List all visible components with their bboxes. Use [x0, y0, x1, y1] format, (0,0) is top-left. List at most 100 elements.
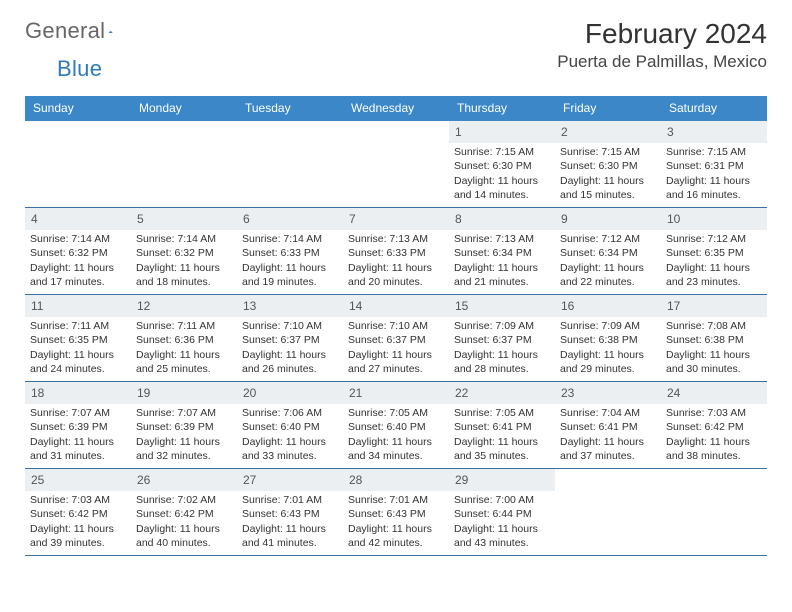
daylight-text: Daylight: 11 hours and 30 minutes. — [666, 348, 762, 376]
sunrise-text: Sunrise: 7:08 AM — [666, 319, 762, 333]
daylight-text: Daylight: 11 hours and 37 minutes. — [560, 435, 656, 463]
calendar-cell: 6Sunrise: 7:14 AMSunset: 6:33 PMDaylight… — [237, 208, 343, 294]
calendar-cell: 7Sunrise: 7:13 AMSunset: 6:33 PMDaylight… — [343, 208, 449, 294]
daylight-text: Daylight: 11 hours and 15 minutes. — [560, 174, 656, 202]
day-number — [555, 469, 661, 491]
day-body: Sunrise: 7:12 AMSunset: 6:35 PMDaylight:… — [661, 232, 767, 293]
calendar-cell: 19Sunrise: 7:07 AMSunset: 6:39 PMDayligh… — [131, 382, 237, 468]
day-number: 18 — [25, 382, 131, 404]
day-number: 8 — [449, 208, 555, 230]
day-number: 23 — [555, 382, 661, 404]
day-number: 12 — [131, 295, 237, 317]
sunset-text: Sunset: 6:41 PM — [454, 420, 550, 434]
day-body: Sunrise: 7:01 AMSunset: 6:43 PMDaylight:… — [343, 493, 449, 554]
day-body: Sunrise: 7:05 AMSunset: 6:40 PMDaylight:… — [343, 406, 449, 467]
sunrise-text: Sunrise: 7:14 AM — [136, 232, 232, 246]
sunrise-text: Sunrise: 7:07 AM — [136, 406, 232, 420]
calendar-week: 1Sunrise: 7:15 AMSunset: 6:30 PMDaylight… — [25, 121, 767, 208]
daylight-text: Daylight: 11 hours and 33 minutes. — [242, 435, 338, 463]
sunset-text: Sunset: 6:32 PM — [30, 246, 126, 260]
daylight-text: Daylight: 11 hours and 41 minutes. — [242, 522, 338, 550]
day-body: Sunrise: 7:03 AMSunset: 6:42 PMDaylight:… — [25, 493, 131, 554]
day-body: Sunrise: 7:14 AMSunset: 6:32 PMDaylight:… — [131, 232, 237, 293]
day-number: 2 — [555, 121, 661, 143]
sunset-text: Sunset: 6:44 PM — [454, 507, 550, 521]
day-body: Sunrise: 7:00 AMSunset: 6:44 PMDaylight:… — [449, 493, 555, 554]
daylight-text: Daylight: 11 hours and 29 minutes. — [560, 348, 656, 376]
sunset-text: Sunset: 6:43 PM — [242, 507, 338, 521]
day-number: 27 — [237, 469, 343, 491]
sunrise-text: Sunrise: 7:15 AM — [666, 145, 762, 159]
calendar-cell: 12Sunrise: 7:11 AMSunset: 6:36 PMDayligh… — [131, 295, 237, 381]
sunrise-text: Sunrise: 7:00 AM — [454, 493, 550, 507]
day-number — [343, 121, 449, 143]
day-number: 24 — [661, 382, 767, 404]
calendar-week: 11Sunrise: 7:11 AMSunset: 6:35 PMDayligh… — [25, 295, 767, 382]
sunrise-text: Sunrise: 7:01 AM — [242, 493, 338, 507]
day-number: 5 — [131, 208, 237, 230]
calendar-body: 1Sunrise: 7:15 AMSunset: 6:30 PMDaylight… — [25, 121, 767, 556]
day-body: Sunrise: 7:03 AMSunset: 6:42 PMDaylight:… — [661, 406, 767, 467]
calendar-cell: 22Sunrise: 7:05 AMSunset: 6:41 PMDayligh… — [449, 382, 555, 468]
day-number: 29 — [449, 469, 555, 491]
day-label: Monday — [131, 96, 237, 121]
daylight-text: Daylight: 11 hours and 38 minutes. — [666, 435, 762, 463]
daylight-text: Daylight: 11 hours and 24 minutes. — [30, 348, 126, 376]
sunset-text: Sunset: 6:30 PM — [560, 159, 656, 173]
sunset-text: Sunset: 6:39 PM — [30, 420, 126, 434]
calendar-cell: 14Sunrise: 7:10 AMSunset: 6:37 PMDayligh… — [343, 295, 449, 381]
day-number — [237, 121, 343, 143]
sunset-text: Sunset: 6:37 PM — [348, 333, 444, 347]
sunrise-text: Sunrise: 7:05 AM — [348, 406, 444, 420]
daylight-text: Daylight: 11 hours and 42 minutes. — [348, 522, 444, 550]
daylight-text: Daylight: 11 hours and 23 minutes. — [666, 261, 762, 289]
day-number: 28 — [343, 469, 449, 491]
sunset-text: Sunset: 6:38 PM — [666, 333, 762, 347]
daylight-text: Daylight: 11 hours and 32 minutes. — [136, 435, 232, 463]
daylight-text: Daylight: 11 hours and 21 minutes. — [454, 261, 550, 289]
sunset-text: Sunset: 6:36 PM — [136, 333, 232, 347]
calendar-cell: 10Sunrise: 7:12 AMSunset: 6:35 PMDayligh… — [661, 208, 767, 294]
day-number — [131, 121, 237, 143]
calendar: Sunday Monday Tuesday Wednesday Thursday… — [25, 96, 767, 556]
daylight-text: Daylight: 11 hours and 17 minutes. — [30, 261, 126, 289]
calendar-cell: 26Sunrise: 7:02 AMSunset: 6:42 PMDayligh… — [131, 469, 237, 555]
sunset-text: Sunset: 6:30 PM — [454, 159, 550, 173]
day-number: 17 — [661, 295, 767, 317]
sunrise-text: Sunrise: 7:09 AM — [560, 319, 656, 333]
calendar-day-header: Sunday Monday Tuesday Wednesday Thursday… — [25, 96, 767, 121]
day-body: Sunrise: 7:01 AMSunset: 6:43 PMDaylight:… — [237, 493, 343, 554]
day-body: Sunrise: 7:09 AMSunset: 6:37 PMDaylight:… — [449, 319, 555, 380]
day-number: 21 — [343, 382, 449, 404]
sunset-text: Sunset: 6:38 PM — [560, 333, 656, 347]
sunrise-text: Sunrise: 7:10 AM — [348, 319, 444, 333]
day-body: Sunrise: 7:07 AMSunset: 6:39 PMDaylight:… — [131, 406, 237, 467]
calendar-cell — [661, 469, 767, 555]
day-body: Sunrise: 7:11 AMSunset: 6:35 PMDaylight:… — [25, 319, 131, 380]
day-number: 1 — [449, 121, 555, 143]
daylight-text: Daylight: 11 hours and 20 minutes. — [348, 261, 444, 289]
daylight-text: Daylight: 11 hours and 22 minutes. — [560, 261, 656, 289]
calendar-cell: 20Sunrise: 7:06 AMSunset: 6:40 PMDayligh… — [237, 382, 343, 468]
sunrise-text: Sunrise: 7:12 AM — [560, 232, 656, 246]
day-number: 16 — [555, 295, 661, 317]
sunset-text: Sunset: 6:33 PM — [242, 246, 338, 260]
daylight-text: Daylight: 11 hours and 25 minutes. — [136, 348, 232, 376]
day-body: Sunrise: 7:04 AMSunset: 6:41 PMDaylight:… — [555, 406, 661, 467]
calendar-cell — [25, 121, 131, 207]
sunrise-text: Sunrise: 7:03 AM — [666, 406, 762, 420]
sunset-text: Sunset: 6:43 PM — [348, 507, 444, 521]
sunset-text: Sunset: 6:42 PM — [666, 420, 762, 434]
sunrise-text: Sunrise: 7:01 AM — [348, 493, 444, 507]
day-body: Sunrise: 7:15 AMSunset: 6:30 PMDaylight:… — [555, 145, 661, 206]
sunrise-text: Sunrise: 7:03 AM — [30, 493, 126, 507]
calendar-cell: 11Sunrise: 7:11 AMSunset: 6:35 PMDayligh… — [25, 295, 131, 381]
location-subtitle: Puerta de Palmillas, Mexico — [557, 52, 767, 72]
day-body: Sunrise: 7:05 AMSunset: 6:41 PMDaylight:… — [449, 406, 555, 467]
day-body: Sunrise: 7:02 AMSunset: 6:42 PMDaylight:… — [131, 493, 237, 554]
calendar-cell: 25Sunrise: 7:03 AMSunset: 6:42 PMDayligh… — [25, 469, 131, 555]
day-number: 3 — [661, 121, 767, 143]
brand-word-2: Blue — [57, 56, 102, 82]
day-number: 9 — [555, 208, 661, 230]
day-number: 7 — [343, 208, 449, 230]
